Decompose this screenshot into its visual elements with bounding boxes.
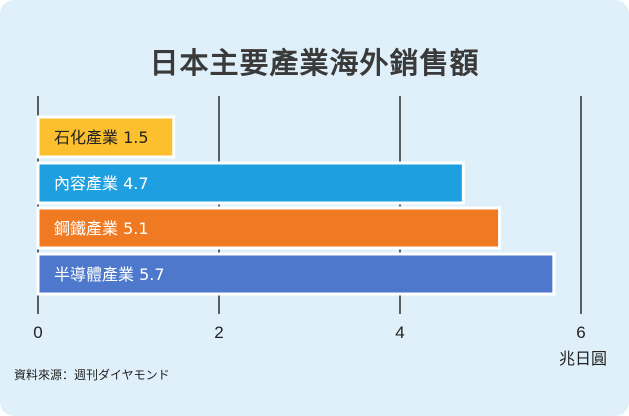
- x-axis-unit-label: 兆日圓: [558, 349, 607, 368]
- x-tick-0: 0: [33, 323, 42, 342]
- x-tick-4: 4: [395, 323, 404, 342]
- bar-label-3: 鋼鐵產業 5.1: [54, 219, 149, 238]
- x-tick-2: 2: [214, 323, 223, 342]
- bar-label-2: 內容產業 4.7: [54, 174, 149, 193]
- bar-3: [36, 206, 502, 250]
- source-note: 資料來源：週刊ダイヤモンド: [14, 368, 170, 382]
- bar-label-4: 半導體產業 5.7: [54, 265, 165, 284]
- x-tick-6: 6: [576, 323, 585, 342]
- bar-2: [36, 161, 465, 205]
- bar-4: [36, 252, 556, 296]
- chart-title: 日本主要產業海外銷售額: [149, 46, 480, 80]
- bar-1: [36, 115, 176, 159]
- bar-label-1: 石化產業 1.5: [54, 128, 149, 147]
